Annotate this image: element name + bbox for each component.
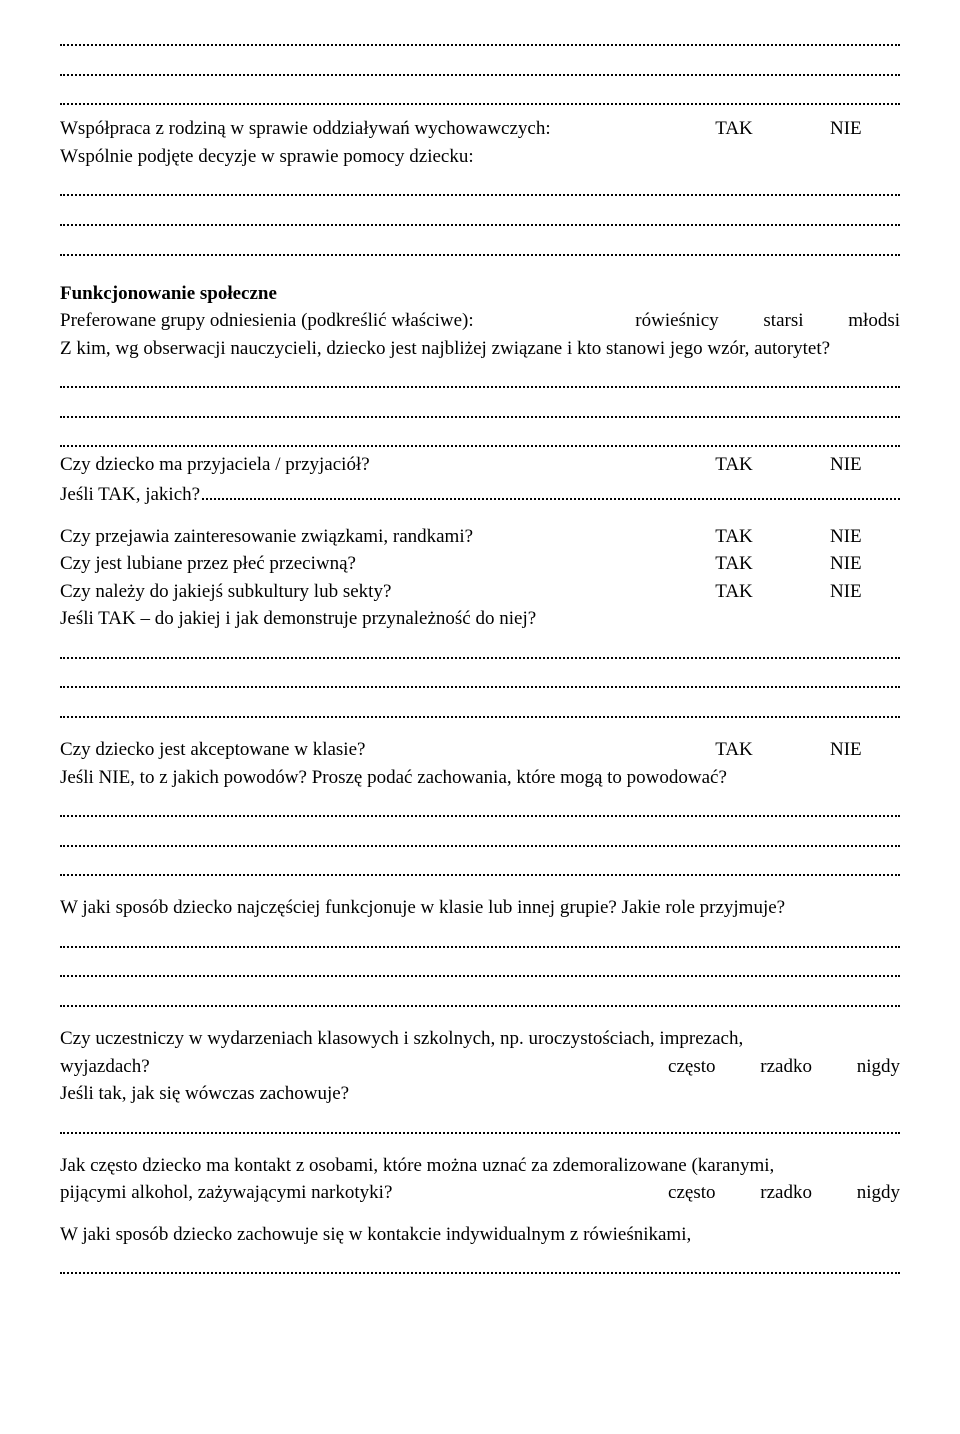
relationships-row: Czy przejawia zainteresowanie związkami,… xyxy=(60,523,900,551)
events-q-pre: Czy uczestniczy w wydarzeniach klasowych… xyxy=(60,1028,743,1049)
blank-line xyxy=(60,20,900,46)
blank-line xyxy=(60,230,900,256)
blank-inline xyxy=(202,479,900,500)
blank-line xyxy=(60,821,900,847)
opt-rarely[interactable]: rzadko xyxy=(760,1179,812,1207)
coop-row: Współpraca z rodziną w sprawie oddziaływ… xyxy=(60,115,900,143)
opt-yes[interactable]: TAK xyxy=(715,736,785,764)
opt-yes[interactable]: TAK xyxy=(715,578,785,606)
blank-line xyxy=(60,851,900,877)
opt-rarely[interactable]: rzadko xyxy=(760,1053,812,1081)
functions-q: W jaki sposób dziecko najczęściej funkcj… xyxy=(60,894,900,922)
opt-no[interactable]: NIE xyxy=(830,115,900,143)
opt-yes[interactable]: TAK xyxy=(715,550,785,578)
opt-yes[interactable]: TAK xyxy=(715,523,785,551)
pref-peers[interactable]: rówieśnicy xyxy=(635,307,718,335)
authority-q: Z kim, wg obserwacji nauczycieli, dzieck… xyxy=(60,335,900,363)
blank-line xyxy=(60,1108,900,1134)
blank-line xyxy=(60,1248,900,1274)
social-heading: Funkcjonowanie społeczne xyxy=(60,280,900,308)
blank-line xyxy=(60,200,900,226)
opt-never[interactable]: nigdy xyxy=(857,1179,900,1207)
indiv-q: W jaki sposób dziecko zachowuje się w ko… xyxy=(60,1221,900,1249)
blank-line xyxy=(60,50,900,76)
blank-line xyxy=(60,633,900,659)
opt-no[interactable]: NIE xyxy=(830,550,900,578)
opt-yes[interactable]: TAK xyxy=(715,115,785,143)
blank-line xyxy=(60,362,900,388)
pref-label: Preferowane grupy odniesienia (podkreśli… xyxy=(60,307,595,335)
friends-if: Jeśli TAK, jakich? xyxy=(60,481,200,509)
decisions-label: Wspólnie podjęte decyzje w sprawie pomoc… xyxy=(60,143,900,171)
accepted-q: Czy dziecko jest akceptowane w klasie? xyxy=(60,736,675,764)
opt-never[interactable]: nigdy xyxy=(857,1053,900,1081)
events-block: Czy uczestniczy w wydarzeniach klasowych… xyxy=(60,1025,900,1053)
blank-line xyxy=(60,392,900,418)
events-q-tail: wyjazdach? xyxy=(60,1053,628,1081)
contact-q-pre: Jak często dziecko ma kontakt z osobami,… xyxy=(60,1155,774,1176)
opt-often[interactable]: często xyxy=(668,1179,715,1207)
contact-q-tail: pijącymi alkohol, zażywającymi narkotyki… xyxy=(60,1179,628,1207)
blank-line xyxy=(60,422,900,448)
blank-line xyxy=(60,80,900,106)
subculture-if: Jeśli TAK – do jakiej i jak demonstruje … xyxy=(60,605,900,633)
blank-line xyxy=(60,692,900,718)
accepted-row: Czy dziecko jest akceptowane w klasie? T… xyxy=(60,736,900,764)
contact-row-2: pijącymi alkohol, zażywającymi narkotyki… xyxy=(60,1179,900,1207)
blank-line xyxy=(60,791,900,817)
subculture-row: Czy należy do jakiejś subkultury lub sek… xyxy=(60,578,900,606)
subculture-q: Czy należy do jakiejś subkultury lub sek… xyxy=(60,578,675,606)
events-if: Jeśli tak, jak się wówczas zachowuje? xyxy=(60,1080,900,1108)
blank-line xyxy=(60,981,900,1007)
blank-line xyxy=(60,170,900,196)
friends-if-row: Jeśli TAK, jakich? xyxy=(60,479,900,509)
liked-q: Czy jest lubiane przez płeć przeciwną? xyxy=(60,550,675,578)
blank-line xyxy=(60,922,900,948)
liked-row: Czy jest lubiane przez płeć przeciwną? T… xyxy=(60,550,900,578)
pref-older[interactable]: starsi xyxy=(763,307,803,335)
opt-no[interactable]: NIE xyxy=(830,736,900,764)
friends-row: Czy dziecko ma przyjaciela / przyjaciół?… xyxy=(60,451,900,479)
pref-row: Preferowane grupy odniesienia (podkreśli… xyxy=(60,307,900,335)
accepted-if: Jeśli NIE, to z jakich powodów? Proszę p… xyxy=(60,764,900,792)
events-row-2: wyjazdach? często rzadko nigdy xyxy=(60,1053,900,1081)
relationships-q: Czy przejawia zainteresowanie związkami,… xyxy=(60,523,675,551)
blank-line xyxy=(60,952,900,978)
pref-younger[interactable]: młodsi xyxy=(848,307,900,335)
opt-often[interactable]: często xyxy=(668,1053,715,1081)
opt-yes[interactable]: TAK xyxy=(715,451,785,479)
opt-no[interactable]: NIE xyxy=(830,451,900,479)
friends-q: Czy dziecko ma przyjaciela / przyjaciół? xyxy=(60,451,675,479)
blank-line xyxy=(60,663,900,689)
opt-no[interactable]: NIE xyxy=(830,523,900,551)
opt-no[interactable]: NIE xyxy=(830,578,900,606)
contact-block: Jak często dziecko ma kontakt z osobami,… xyxy=(60,1152,900,1180)
coop-label: Współpraca z rodziną w sprawie oddziaływ… xyxy=(60,115,675,143)
